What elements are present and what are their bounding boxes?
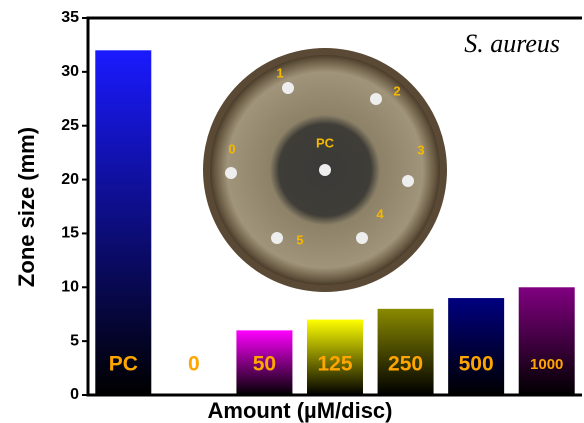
inset-label: 2 — [393, 83, 400, 98]
chart-title: S. aureus — [464, 29, 560, 58]
x-tick-label: 500 — [459, 353, 494, 376]
chart: 123450PC S. aureus Amount (µM/disc) Zone… — [0, 0, 584, 423]
inset-label: 4 — [376, 206, 384, 221]
inset-label: 3 — [417, 142, 424, 157]
x-tick-label: 0 — [188, 353, 200, 376]
inset-label: 0 — [228, 141, 235, 156]
disc — [271, 232, 283, 244]
y-tick-label: 35 — [61, 9, 79, 26]
x-axis-label: Amount (µM/disc) — [208, 398, 393, 423]
y-tick-label: 25 — [61, 117, 79, 134]
y-tick-label: 0 — [70, 386, 79, 403]
y-tick-label: 20 — [61, 171, 79, 188]
disc — [225, 167, 237, 179]
bar — [95, 50, 151, 395]
x-tick-label: PC — [109, 353, 138, 376]
disc — [370, 93, 382, 105]
y-tick-label: 30 — [61, 63, 79, 80]
x-tick-label: 1000 — [530, 356, 563, 373]
disc — [282, 82, 294, 94]
y-tick-label: 5 — [70, 332, 79, 349]
disc — [356, 232, 368, 244]
x-tick-label: 250 — [388, 353, 423, 376]
y-axis-label: Zone size (mm) — [14, 127, 39, 287]
x-tick-label: 125 — [317, 353, 352, 376]
bar — [448, 298, 504, 395]
disc — [402, 175, 414, 187]
disc — [319, 164, 331, 176]
bar — [519, 287, 575, 395]
page: 123450PC S. aureus Amount (µM/disc) Zone… — [0, 0, 584, 423]
inset-label: 1 — [276, 65, 283, 80]
x-tick-label: 50 — [253, 353, 276, 376]
y-tick-label: 10 — [61, 279, 79, 296]
inset-photo: 1 2 3 4 5 0 PC — [203, 48, 447, 292]
inset-label: PC — [316, 135, 335, 150]
y-tick-label: 15 — [61, 225, 79, 242]
inset-label: 5 — [296, 232, 303, 247]
